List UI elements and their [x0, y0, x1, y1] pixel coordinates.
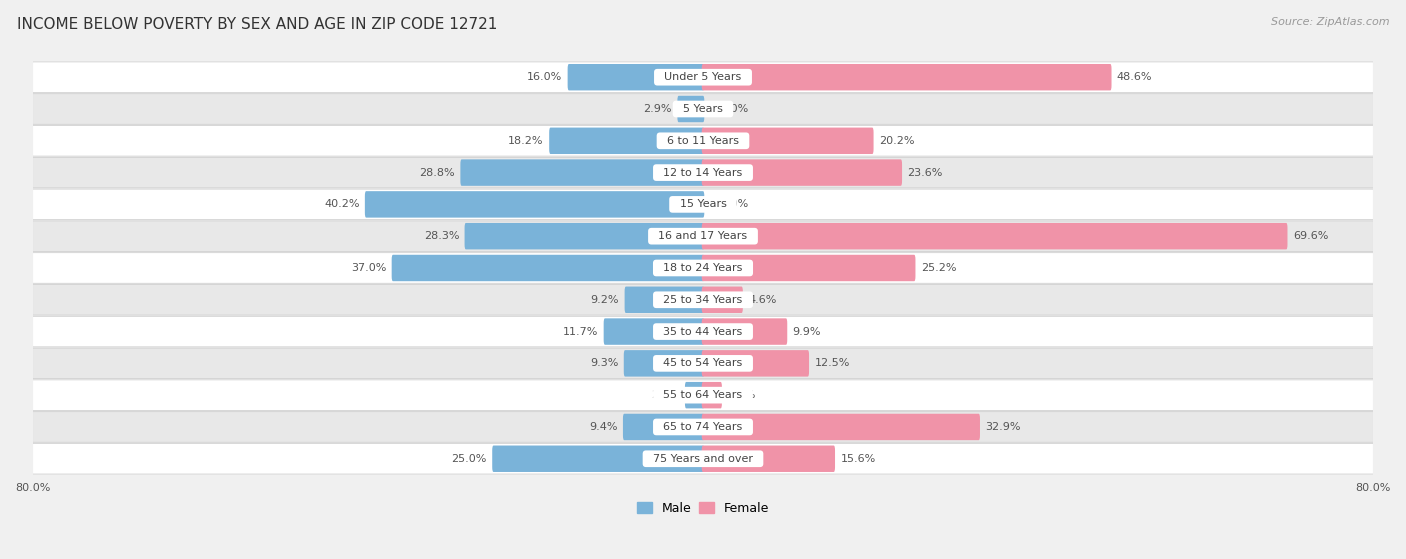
Text: Under 5 Years: Under 5 Years: [658, 72, 748, 82]
FancyBboxPatch shape: [702, 127, 873, 154]
Text: 55 to 64 Years: 55 to 64 Years: [657, 390, 749, 400]
Text: 5 Years: 5 Years: [676, 104, 730, 114]
Text: 9.2%: 9.2%: [591, 295, 619, 305]
Text: 9.4%: 9.4%: [589, 422, 617, 432]
FancyBboxPatch shape: [464, 223, 704, 249]
FancyBboxPatch shape: [32, 157, 1374, 188]
FancyBboxPatch shape: [32, 62, 1374, 92]
Text: 0.0%: 0.0%: [720, 200, 748, 210]
Text: 23.6%: 23.6%: [907, 168, 943, 178]
FancyBboxPatch shape: [32, 443, 1374, 474]
FancyBboxPatch shape: [32, 316, 1374, 347]
FancyBboxPatch shape: [492, 446, 704, 472]
Text: 32.9%: 32.9%: [986, 422, 1021, 432]
Text: 2.9%: 2.9%: [644, 104, 672, 114]
FancyBboxPatch shape: [392, 255, 704, 281]
Text: 25 to 34 Years: 25 to 34 Years: [657, 295, 749, 305]
Text: 12 to 14 Years: 12 to 14 Years: [657, 168, 749, 178]
Text: 4.6%: 4.6%: [748, 295, 776, 305]
Text: 20.2%: 20.2%: [879, 136, 914, 146]
Text: 75 Years and over: 75 Years and over: [645, 454, 761, 464]
Text: 35 to 44 Years: 35 to 44 Years: [657, 326, 749, 337]
Text: 11.7%: 11.7%: [562, 326, 599, 337]
FancyBboxPatch shape: [32, 348, 1374, 378]
Text: INCOME BELOW POVERTY BY SEX AND AGE IN ZIP CODE 12721: INCOME BELOW POVERTY BY SEX AND AGE IN Z…: [17, 17, 498, 32]
FancyBboxPatch shape: [702, 223, 1288, 249]
FancyBboxPatch shape: [32, 253, 1374, 283]
FancyBboxPatch shape: [32, 94, 1374, 124]
FancyBboxPatch shape: [366, 191, 704, 217]
Text: 45 to 54 Years: 45 to 54 Years: [657, 358, 749, 368]
Legend: Male, Female: Male, Female: [631, 497, 775, 520]
Text: 48.6%: 48.6%: [1116, 72, 1153, 82]
FancyBboxPatch shape: [32, 380, 1374, 410]
FancyBboxPatch shape: [702, 382, 721, 409]
Text: 25.2%: 25.2%: [921, 263, 956, 273]
FancyBboxPatch shape: [678, 96, 704, 122]
FancyBboxPatch shape: [460, 159, 704, 186]
Text: 37.0%: 37.0%: [352, 263, 387, 273]
Text: 16.0%: 16.0%: [527, 72, 562, 82]
Text: 28.3%: 28.3%: [423, 231, 460, 241]
FancyBboxPatch shape: [568, 64, 704, 91]
FancyBboxPatch shape: [32, 221, 1374, 252]
FancyBboxPatch shape: [603, 318, 704, 345]
Text: 12.5%: 12.5%: [814, 358, 849, 368]
Text: 2.1%: 2.1%: [727, 390, 755, 400]
Text: 2.0%: 2.0%: [651, 390, 679, 400]
Text: 9.3%: 9.3%: [591, 358, 619, 368]
Text: Source: ZipAtlas.com: Source: ZipAtlas.com: [1271, 17, 1389, 27]
FancyBboxPatch shape: [702, 255, 915, 281]
FancyBboxPatch shape: [702, 446, 835, 472]
FancyBboxPatch shape: [702, 350, 808, 377]
FancyBboxPatch shape: [32, 285, 1374, 315]
Text: 28.8%: 28.8%: [419, 168, 456, 178]
FancyBboxPatch shape: [702, 159, 903, 186]
FancyBboxPatch shape: [702, 318, 787, 345]
Text: 9.9%: 9.9%: [793, 326, 821, 337]
FancyBboxPatch shape: [624, 350, 704, 377]
Text: 18.2%: 18.2%: [509, 136, 544, 146]
Text: 18 to 24 Years: 18 to 24 Years: [657, 263, 749, 273]
FancyBboxPatch shape: [702, 64, 1112, 91]
FancyBboxPatch shape: [32, 189, 1374, 220]
FancyBboxPatch shape: [32, 126, 1374, 156]
FancyBboxPatch shape: [624, 287, 704, 313]
FancyBboxPatch shape: [32, 411, 1374, 442]
Text: 69.6%: 69.6%: [1294, 231, 1329, 241]
FancyBboxPatch shape: [702, 287, 742, 313]
Text: 25.0%: 25.0%: [451, 454, 486, 464]
Text: 0.0%: 0.0%: [720, 104, 748, 114]
FancyBboxPatch shape: [550, 127, 704, 154]
Text: 15.6%: 15.6%: [841, 454, 876, 464]
Text: 65 to 74 Years: 65 to 74 Years: [657, 422, 749, 432]
FancyBboxPatch shape: [623, 414, 704, 440]
Text: 16 and 17 Years: 16 and 17 Years: [651, 231, 755, 241]
Text: 40.2%: 40.2%: [323, 200, 360, 210]
FancyBboxPatch shape: [702, 414, 980, 440]
Text: 15 Years: 15 Years: [672, 200, 734, 210]
Text: 6 to 11 Years: 6 to 11 Years: [659, 136, 747, 146]
FancyBboxPatch shape: [685, 382, 704, 409]
